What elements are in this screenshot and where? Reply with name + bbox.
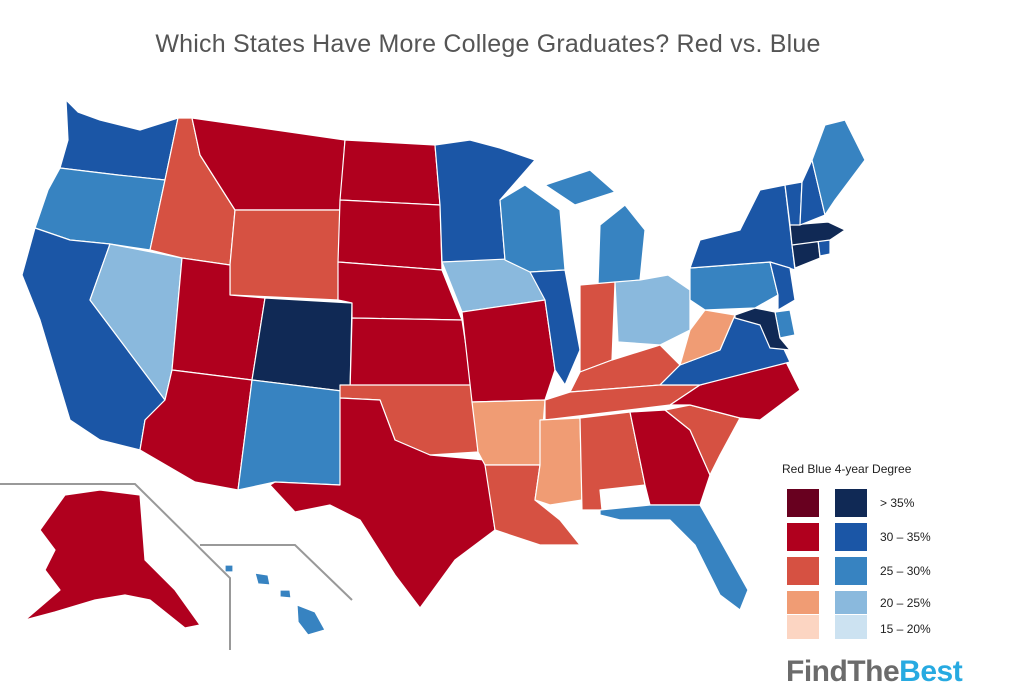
findthebest-logo: FindTheBest <box>786 655 963 689</box>
state-ny[interactable] <box>689 184 796 271</box>
state-ar[interactable] <box>471 399 546 466</box>
state-co[interactable] <box>251 297 353 393</box>
state-pa[interactable] <box>689 261 779 311</box>
state-ms[interactable] <box>534 417 583 506</box>
state-hi[interactable] <box>224 564 326 636</box>
state-ma[interactable] <box>789 221 846 246</box>
state-wv[interactable] <box>679 309 736 366</box>
state-wy[interactable] <box>229 209 341 301</box>
legend-swatch-blue-2 <box>834 522 868 552</box>
legend-swatch-red-1 <box>786 488 820 518</box>
state-in[interactable] <box>579 281 616 373</box>
map-title: Which States Have More College Graduates… <box>155 30 821 58</box>
legend-swatch-blue-5 <box>834 614 868 640</box>
state-wa[interactable] <box>59 99 179 181</box>
brand-part-2: Best <box>899 655 963 688</box>
legend: Red Blue 4-year Degree > 35% 30 – 35% 25… <box>782 462 1002 642</box>
state-md[interactable] <box>734 307 791 351</box>
legend-range-2: 30 – 35% <box>880 530 931 544</box>
legend-swatch-blue-1 <box>834 488 868 518</box>
state-wi[interactable] <box>499 184 566 273</box>
state-ri[interactable] <box>817 239 831 257</box>
state-mo[interactable] <box>461 299 556 403</box>
state-nd[interactable] <box>339 139 441 206</box>
state-fl[interactable] <box>599 504 749 611</box>
state-ak[interactable] <box>24 489 201 629</box>
inset-dividers <box>0 483 353 650</box>
state-nm[interactable] <box>237 379 351 491</box>
state-ks[interactable] <box>349 317 473 393</box>
legend-range-3: 25 – 30% <box>880 564 931 578</box>
state-ne[interactable] <box>337 261 463 321</box>
state-sd[interactable] <box>337 199 443 271</box>
legend-range-4: 20 – 25% <box>880 596 931 610</box>
legend-header: Red Blue 4-year Degree <box>782 462 912 476</box>
legend-range-5: 15 – 20% <box>880 622 931 636</box>
state-nj[interactable] <box>769 261 796 311</box>
state-tx[interactable] <box>269 397 496 609</box>
state-il[interactable] <box>529 269 581 386</box>
legend-swatch-red-3 <box>786 556 820 586</box>
legend-swatch-red-5 <box>786 614 820 640</box>
legend-range-1: > 35% <box>880 496 915 510</box>
state-mi[interactable] <box>544 169 646 286</box>
state-me[interactable] <box>811 119 866 216</box>
brand-part-1: FindThe <box>786 655 900 688</box>
legend-swatch-blue-3 <box>834 556 868 586</box>
legend-swatch-red-2 <box>786 522 820 552</box>
state-oh[interactable] <box>614 274 691 346</box>
